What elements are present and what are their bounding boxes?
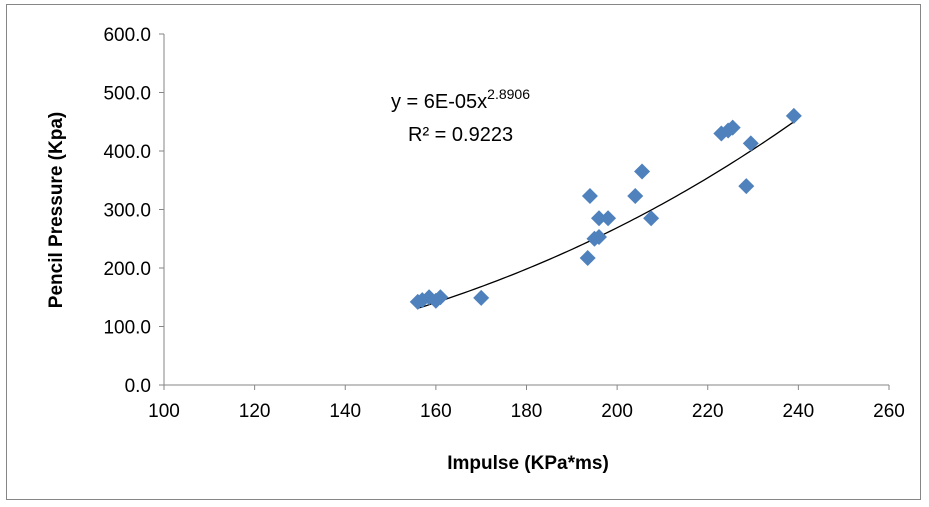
data-point <box>432 289 449 306</box>
y-axis-title: Pencil Pressure (Kpa) <box>46 112 67 308</box>
y-tick-label: 300.0 <box>103 201 151 222</box>
y-tick-label: 500.0 <box>103 84 151 105</box>
data-point <box>742 135 759 152</box>
x-tick-label: 120 <box>239 401 271 422</box>
x-axis-title: Impulse (KPa*ms) <box>447 453 609 474</box>
x-tick-label: 240 <box>783 401 815 422</box>
trendline-group <box>417 121 795 309</box>
x-tick-label: 100 <box>148 401 180 422</box>
y-tick-label: 600.0 <box>103 25 151 46</box>
x-tick-label: 220 <box>692 401 724 422</box>
data-point <box>581 188 598 205</box>
data-point <box>591 228 607 245</box>
y-tick-labels: 0.0 100.0 200.0 300.0 400.0 500.0 600.0 <box>103 25 164 397</box>
x-tick-labels: 100 120 140 160 180 200 220 240 260 <box>148 385 905 422</box>
data-point <box>738 178 755 195</box>
data-point <box>591 210 607 227</box>
trendline-equation: y = 6E-05x2.8906 <box>391 86 530 113</box>
y-tick-label: 400.0 <box>103 142 151 163</box>
data-point <box>579 250 596 267</box>
y-tick-label: 200.0 <box>103 259 151 280</box>
data-points <box>409 107 802 310</box>
data-point <box>724 119 741 136</box>
chart-area <box>6 4 921 500</box>
data-point <box>627 188 644 205</box>
power-trendline <box>417 121 795 309</box>
data-point <box>634 163 651 180</box>
y-tick-label: 100.0 <box>103 318 151 339</box>
r-squared-label: R² = 0.9223 <box>408 124 513 146</box>
data-point <box>600 210 617 227</box>
data-point <box>473 289 490 306</box>
x-tick-label: 160 <box>420 401 452 422</box>
y-tick-label: 0.0 <box>125 376 151 397</box>
x-tick-label: 260 <box>873 401 905 422</box>
x-tick-label: 200 <box>601 401 633 422</box>
x-tick-label: 140 <box>329 401 361 422</box>
x-tick-label: 180 <box>511 401 543 422</box>
data-point <box>643 210 660 227</box>
data-point <box>785 107 802 124</box>
